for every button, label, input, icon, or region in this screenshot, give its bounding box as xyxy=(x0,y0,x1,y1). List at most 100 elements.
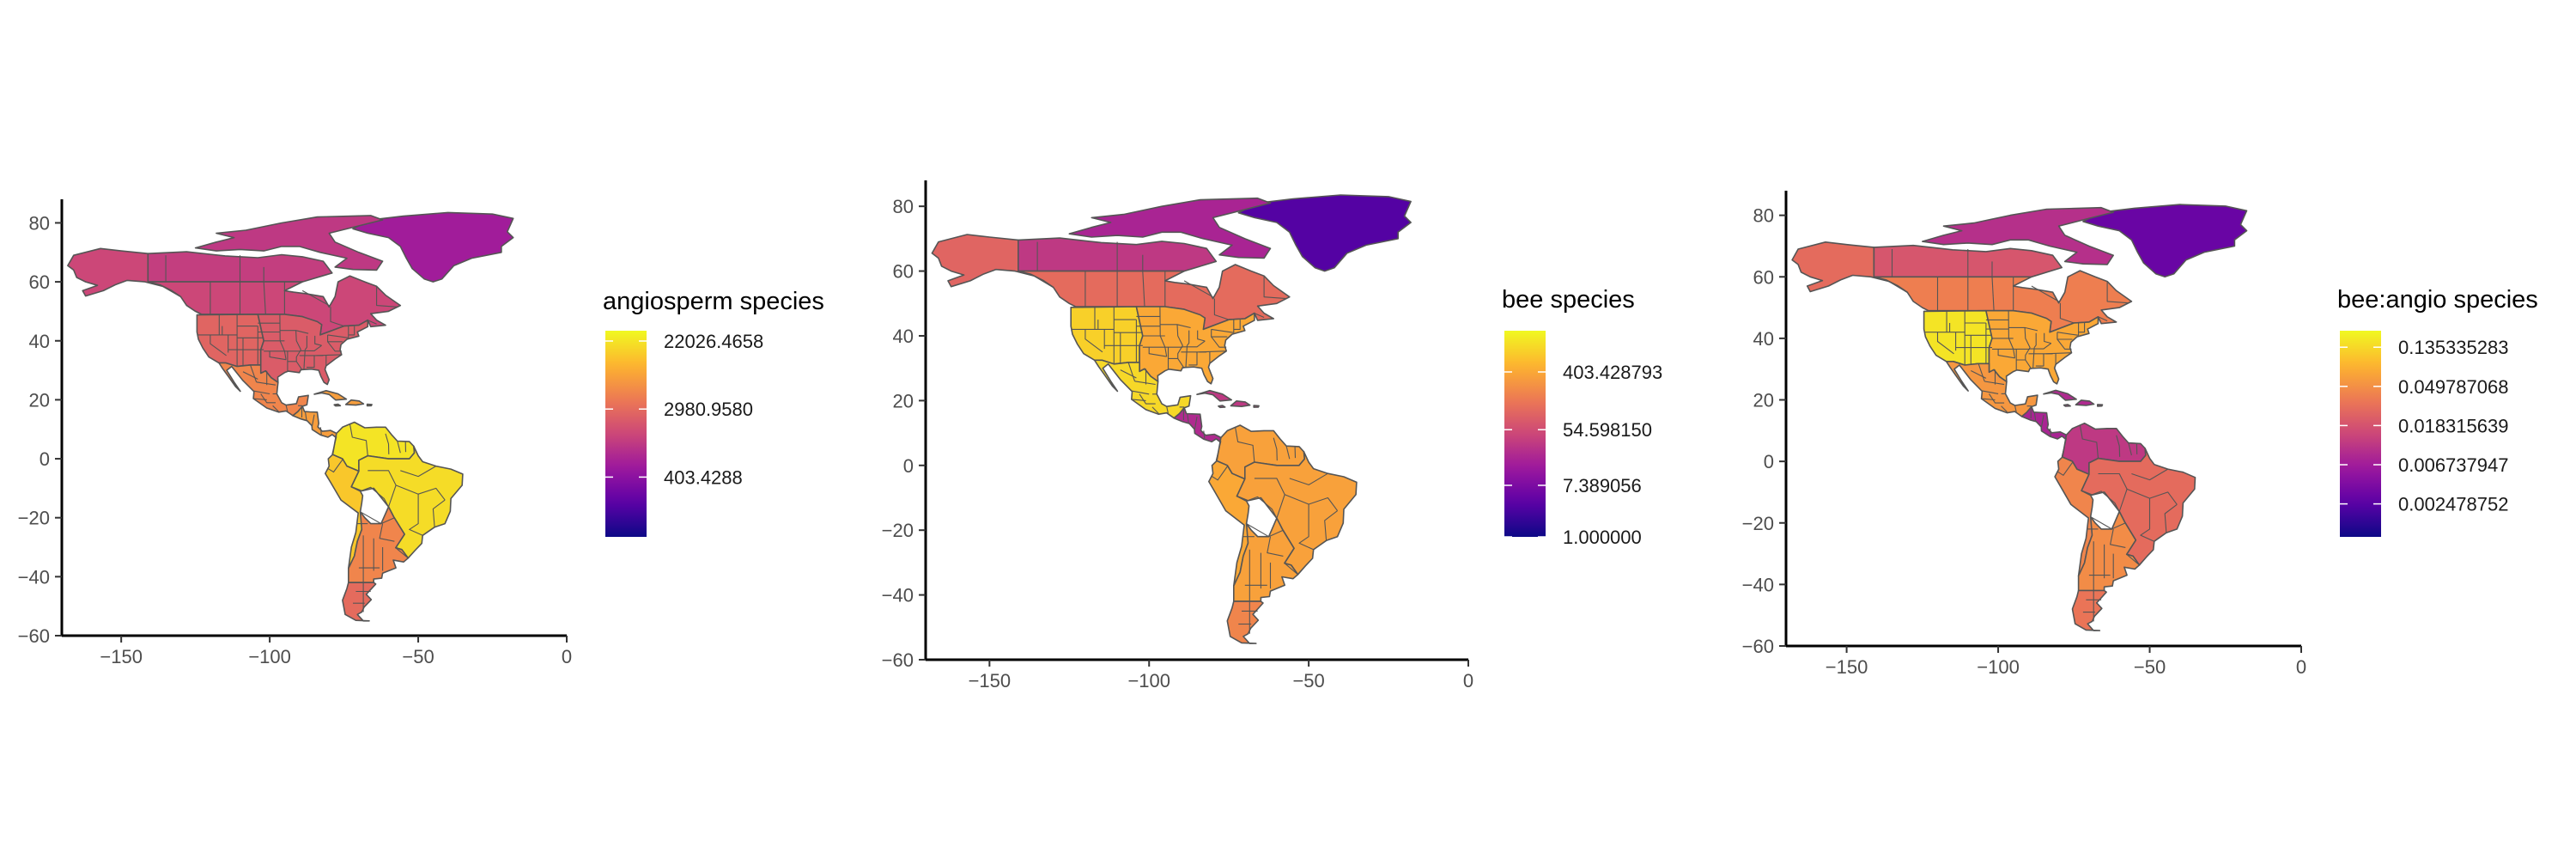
region-alaska xyxy=(1791,241,1908,293)
border-line xyxy=(1233,320,1241,330)
border-line xyxy=(376,286,398,308)
region-arctic-islands xyxy=(194,215,384,271)
border-line xyxy=(2057,323,2080,336)
y-tick-label: −20 xyxy=(18,508,50,529)
border-line xyxy=(1160,324,1191,329)
legend-colorbar xyxy=(1504,331,1546,537)
legend-title: bee species xyxy=(1502,286,1635,314)
border-line xyxy=(2008,326,2038,332)
border-line xyxy=(1194,417,1198,430)
map-panel-2: −150 −100 −50 0 80 60 40 20 0 −20 −40 −60 bee specie… xyxy=(882,180,1662,691)
x-tick-label: 0 xyxy=(2296,656,2306,678)
border-line xyxy=(2033,332,2037,348)
border-line xyxy=(1084,329,1103,353)
border-line xyxy=(1183,280,1213,298)
legend-label: 403.4288 xyxy=(664,466,743,488)
border-line xyxy=(272,405,279,412)
border-line xyxy=(263,282,266,314)
border-line xyxy=(312,414,315,426)
legend-label: 1.000000 xyxy=(1563,527,1642,548)
region-jamaica xyxy=(333,403,342,407)
border-line xyxy=(1127,362,1136,381)
x-tick-label: −150 xyxy=(969,670,1012,691)
x-tick-label: −50 xyxy=(2134,656,2166,678)
border-line xyxy=(1984,381,2005,386)
border-line xyxy=(349,423,368,456)
border-line xyxy=(314,335,322,346)
region-borders xyxy=(1036,241,1339,634)
region-borders xyxy=(165,255,446,612)
legend-label: 7.389056 xyxy=(1563,475,1642,497)
region-patagonia xyxy=(1226,600,1264,644)
region-patagonia xyxy=(2071,589,2107,631)
border-line xyxy=(1246,523,1269,538)
border-line xyxy=(1166,406,1170,414)
legend-title: angiosperm species xyxy=(603,288,824,315)
border-line xyxy=(2111,522,2136,541)
border-line xyxy=(1213,298,1230,320)
border-line xyxy=(2140,498,2155,542)
legend-title: bee:angio species xyxy=(2337,286,2538,314)
border-line xyxy=(360,486,389,508)
x-tick-label: −100 xyxy=(248,646,291,667)
border-line xyxy=(2126,553,2140,566)
border-line xyxy=(1142,271,1145,308)
border-line xyxy=(269,350,287,361)
border-line xyxy=(1203,430,1206,439)
border-line xyxy=(379,523,395,542)
legend-label: 0.049787068 xyxy=(2398,376,2508,398)
region-canada-south xyxy=(1873,270,2133,333)
border-line xyxy=(2110,528,2126,548)
region-canada-south xyxy=(147,275,402,336)
region-caribbean xyxy=(2043,389,2077,401)
border-line xyxy=(2032,347,2035,369)
border-line xyxy=(2044,332,2051,344)
y-tick-label: 20 xyxy=(1753,390,1774,411)
y-tick-label: −40 xyxy=(882,585,914,606)
border-line xyxy=(1298,504,1314,551)
x-tick-label: −100 xyxy=(1127,670,1170,691)
legend-label: 0.135335283 xyxy=(2398,337,2508,358)
border-line xyxy=(2164,503,2178,533)
border-line xyxy=(1936,332,1954,355)
border-line xyxy=(1197,330,1206,342)
border-line xyxy=(360,511,382,525)
border-line xyxy=(303,350,306,370)
border-line xyxy=(1235,427,1255,463)
border-line xyxy=(2090,516,2112,530)
border-line xyxy=(397,441,401,454)
border-line xyxy=(260,393,276,404)
border-line xyxy=(348,326,355,336)
border-line xyxy=(368,320,377,325)
border-line xyxy=(2090,490,2120,512)
border-line xyxy=(2098,472,2128,490)
border-line xyxy=(2014,405,2017,412)
border-line xyxy=(1324,510,1338,541)
border-line xyxy=(2106,281,2129,304)
border-line xyxy=(256,381,276,386)
y-tick-label: 20 xyxy=(893,390,914,411)
border-line xyxy=(1148,347,1167,357)
border-line xyxy=(2008,310,2016,358)
border-line xyxy=(400,466,437,478)
border-line xyxy=(2059,302,2075,324)
border-line xyxy=(1159,306,1168,357)
border-line xyxy=(1289,472,1328,485)
region-jamaica xyxy=(2063,404,2071,407)
y-tick-label: 40 xyxy=(1753,328,1774,350)
border-line xyxy=(380,517,405,535)
border-line xyxy=(385,433,390,454)
region-puerto xyxy=(366,403,373,407)
border-line xyxy=(2078,323,2086,333)
y-tick-label: −60 xyxy=(1742,636,1774,657)
y-tick-label: 40 xyxy=(893,326,914,347)
border-line xyxy=(331,436,337,455)
y-tick-label: −20 xyxy=(882,520,914,541)
border-line xyxy=(1188,351,1198,366)
region-us-west xyxy=(1923,309,1993,366)
map-regions xyxy=(67,211,514,622)
border-line xyxy=(1978,363,1985,382)
legend-label: 0.018315639 xyxy=(2398,415,2508,436)
legend: bee species 403.428793 54.598150 7.389056 1.… xyxy=(1502,286,1662,548)
border-line xyxy=(1134,381,1156,386)
